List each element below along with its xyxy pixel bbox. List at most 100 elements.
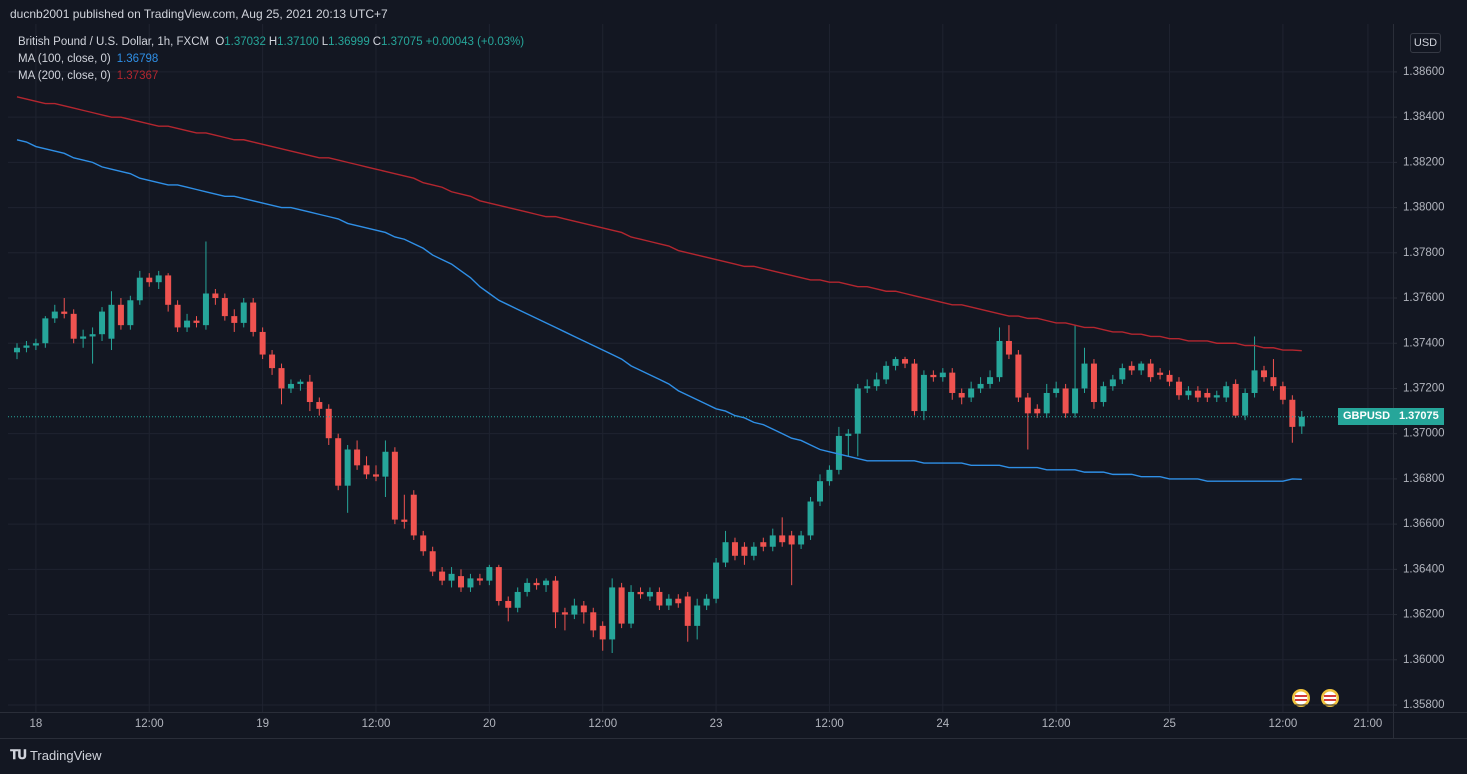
candle-body [949, 372, 956, 393]
candle-body [99, 311, 106, 335]
candle-body [902, 359, 909, 364]
publish-header: ducnb2001 published on TradingView.com, … [10, 7, 388, 21]
candle-body [826, 469, 833, 482]
candle-body [401, 519, 408, 522]
candle-body [23, 345, 30, 348]
candle-body [1166, 374, 1173, 382]
indicator-value: 1.36798 [116, 53, 159, 65]
legend-main: British Pound / U.S. Dollar, 1h, FXCM O1… [18, 34, 527, 51]
brand: TradingView [29, 747, 102, 763]
candle-body [552, 580, 559, 613]
y-tick-label: 1.35800 [1403, 699, 1445, 711]
moving-average [16, 139, 1302, 482]
event-icons[interactable] [1292, 689, 1339, 707]
candle-body [939, 372, 946, 378]
event-icon-flag [1294, 691, 1308, 705]
y-tick-label: 1.37200 [1403, 382, 1445, 394]
candle-body [713, 562, 720, 599]
x-tick-label: 12:00 [362, 718, 391, 730]
candle-body [486, 567, 493, 581]
candle-body [117, 304, 124, 326]
y-tick-label: 1.36000 [1403, 654, 1445, 666]
candle-body [410, 494, 417, 536]
flag-stripe [1295, 695, 1307, 697]
candle-body [14, 347, 20, 353]
candle-body [1072, 388, 1079, 414]
candle-body [722, 542, 729, 563]
candle-body [1232, 383, 1239, 416]
candle-body [543, 580, 550, 586]
candle-body [467, 578, 474, 588]
x-tick-label: 23 [710, 718, 723, 730]
event-icon-flag [1323, 691, 1337, 705]
candle-body [80, 336, 87, 339]
candle-body [240, 302, 247, 323]
candle-body [202, 293, 209, 326]
candle-body [590, 612, 597, 631]
candle-body [372, 474, 379, 477]
candle-body [127, 300, 134, 326]
candle-body [580, 605, 587, 613]
candle-body [278, 368, 285, 389]
candle-body [760, 542, 767, 547]
candle-body [61, 311, 68, 314]
footer: 𝐓𝐔 TradingView [10, 747, 102, 763]
candle-body [845, 433, 852, 436]
candle-body [920, 374, 927, 412]
candle-body [854, 388, 861, 434]
candle-body [476, 578, 483, 581]
legend-key: O [215, 36, 225, 48]
legend: British Pound / U.S. Dollar, 1h, FXCM O1… [18, 34, 527, 85]
flag-stripe [1324, 695, 1336, 697]
x-tick-label: 21:00 [1354, 718, 1383, 730]
candle-body [637, 591, 644, 595]
y-tick-label: 1.38400 [1403, 111, 1445, 123]
candle-body [1015, 354, 1022, 398]
legend-key: C [372, 36, 382, 48]
candle-body [968, 388, 975, 398]
candle-body [1043, 392, 1050, 414]
candle-body [439, 571, 446, 581]
candle-body [165, 275, 172, 305]
x-tick-label: 12:00 [1269, 718, 1298, 730]
candle-body [316, 402, 323, 409]
symbol-tag: GBPUSD [1338, 408, 1396, 426]
flag-stripe [1295, 699, 1307, 701]
candle-body [259, 331, 266, 355]
candle-body [1242, 392, 1249, 416]
candle-body [1034, 408, 1041, 414]
legend-change: +0.00043 (+0.03%) [425, 36, 525, 48]
candle-body [1119, 368, 1126, 380]
x-tick-label: 12:00 [815, 718, 844, 730]
candle-body [505, 600, 512, 608]
candle-body [420, 535, 427, 552]
candle-body [892, 359, 899, 366]
flag-stripe [1324, 699, 1336, 701]
candle-body [391, 451, 398, 520]
candle-body [325, 408, 332, 439]
candle-body [571, 605, 578, 615]
currency-button[interactable]: USD [1410, 33, 1441, 53]
x-tick-label: 12:00 [588, 718, 617, 730]
candle-body [609, 587, 616, 640]
x-tick-label: 20 [483, 718, 496, 730]
candle-body [675, 598, 682, 604]
candle-body [524, 582, 531, 592]
candle-body [1090, 363, 1097, 403]
candle-body [694, 605, 701, 626]
candle-body [1194, 390, 1201, 398]
last-price-tag: 1.37075 [1394, 408, 1444, 426]
indicator-name: MA (100, close, 0) [18, 53, 111, 65]
candle-body [788, 535, 795, 545]
candle-body [1223, 386, 1230, 398]
candle-body [89, 334, 96, 337]
candle-body [741, 546, 748, 556]
y-tick-label: 1.38200 [1403, 156, 1445, 168]
candle-body [51, 311, 58, 319]
candle-body [1175, 381, 1182, 396]
candle-body [344, 449, 351, 486]
candle-body [269, 354, 276, 369]
candle-body [561, 612, 568, 615]
candle-body [533, 582, 540, 586]
candle-body [703, 598, 710, 606]
